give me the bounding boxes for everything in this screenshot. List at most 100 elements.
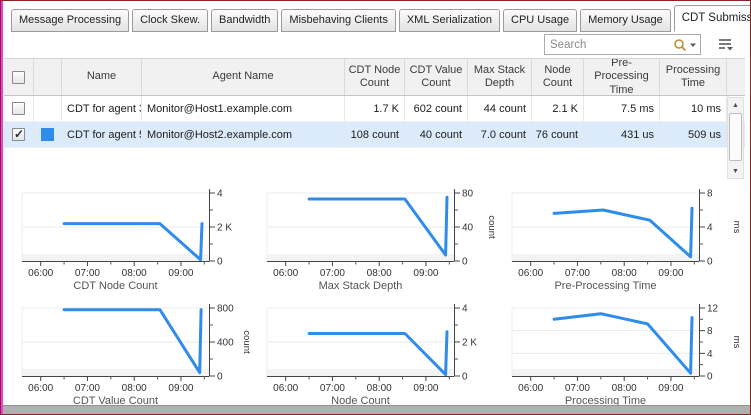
table-vertical-scrollbar[interactable]: ▲ ▼ bbox=[727, 97, 744, 179]
row-swatch-cell bbox=[34, 96, 62, 121]
svg-text:4: 4 bbox=[707, 349, 713, 360]
chart-cell-max-stack-depth: 06:00 07:00 08:00 09:00 0 40 80 count Max Stack … bbox=[254, 181, 499, 296]
cell-agent: Monitor@Host2.example.com bbox=[142, 122, 345, 147]
bottom-horizontal-scrollbar[interactable] bbox=[1, 405, 750, 414]
svg-text:07:00: 07:00 bbox=[75, 383, 100, 394]
cell-node-count: 76 count bbox=[532, 122, 584, 147]
tab-xml-serialization[interactable]: XML Serialization bbox=[398, 9, 501, 32]
svg-text:08:00: 08:00 bbox=[122, 268, 147, 279]
magnifier-icon[interactable] bbox=[673, 38, 687, 52]
row-checkbox[interactable] bbox=[12, 102, 25, 115]
chart-cell-processing-time: 06:00 07:00 08:00 09:00 0 4 8 12 ms Processing Ti… bbox=[499, 296, 744, 411]
svg-text:08:00: 08:00 bbox=[612, 383, 637, 394]
cell-pre-processing-time: 7.5 ms bbox=[584, 96, 660, 121]
chart-cdt-value-count: 06:00 07:00 08:00 09:00 0 400 800 count CDT Valu… bbox=[21, 304, 252, 407]
cell-cdt-node-count: 108 count bbox=[345, 122, 405, 147]
svg-text:06:00: 06:00 bbox=[518, 383, 543, 394]
chart-processing-time: 06:00 07:00 08:00 09:00 0 4 8 12 ms Processing Ti… bbox=[511, 304, 742, 407]
cell-max-stack-depth: 7.0 count bbox=[468, 122, 532, 147]
scroll-down-button[interactable]: ▼ bbox=[728, 164, 743, 178]
column-header-select[interactable] bbox=[4, 59, 34, 95]
svg-text:0: 0 bbox=[707, 372, 713, 383]
svg-text:08:00: 08:00 bbox=[367, 383, 392, 394]
row-select-cell bbox=[4, 122, 34, 147]
chart-max-stack-depth: 06:00 07:00 08:00 09:00 0 40 80 count Max Stack … bbox=[266, 189, 497, 292]
column-header-max-stack-depth[interactable]: Max Stack Depth bbox=[468, 59, 532, 95]
select-all-checkbox[interactable] bbox=[12, 70, 25, 84]
cell-max-stack-depth: 44 count bbox=[468, 96, 532, 121]
cell-node-count: 2.1 K bbox=[532, 96, 584, 121]
chart-title: Pre-Processing Time bbox=[554, 280, 656, 292]
svg-text:800: 800 bbox=[217, 304, 234, 315]
cdt-table: Name Agent Name CDT Node Count CDT Value Co… bbox=[4, 58, 745, 148]
cell-processing-time: 10 ms bbox=[660, 96, 727, 121]
scroll-up-button[interactable]: ▲ bbox=[728, 98, 743, 112]
table-body: CDT for agent 3 Monitor@Host1.example.com… bbox=[4, 96, 745, 148]
chart-cell-cdt-value-count: 06:00 07:00 08:00 09:00 0 400 800 count CDT Valu… bbox=[9, 296, 254, 411]
svg-text:09:00: 09:00 bbox=[168, 268, 193, 279]
row-checkbox[interactable] bbox=[12, 127, 25, 141]
tab-message-processing[interactable]: Message Processing bbox=[11, 9, 130, 32]
cell-cdt-value-count: 40 count bbox=[405, 122, 468, 147]
column-header-pre-processing-time[interactable]: Pre-Processing Time bbox=[584, 59, 660, 95]
column-header-cdt-value-count[interactable]: CDT Value Count bbox=[405, 59, 468, 95]
chart-title: Max Stack Depth bbox=[319, 280, 403, 292]
tab-cpu-usage[interactable]: CPU Usage bbox=[503, 9, 578, 32]
tab-cdt-submission[interactable]: CDT Submission bbox=[673, 5, 750, 32]
left-edge-highlight bbox=[1, 1, 3, 414]
cell-pre-processing-time: 431 us bbox=[584, 122, 660, 147]
svg-text:09:00: 09:00 bbox=[658, 268, 683, 279]
svg-text:06:00: 06:00 bbox=[273, 268, 298, 279]
chart-node-count: 06:00 07:00 08:00 09:00 0 2 K 4 Node Count bbox=[266, 304, 477, 407]
chart-pre-processing-time: 06:00 07:00 08:00 09:00 0 4 8 ms Pre-Processing … bbox=[511, 189, 742, 292]
cell-name: CDT for agent 3 bbox=[62, 96, 142, 121]
svg-text:2 K: 2 K bbox=[217, 223, 232, 234]
svg-text:06:00: 06:00 bbox=[28, 268, 53, 279]
svg-text:06:00: 06:00 bbox=[28, 383, 53, 394]
svg-text:09:00: 09:00 bbox=[168, 383, 193, 394]
column-header-swatch[interactable] bbox=[34, 59, 62, 95]
svg-text:2 K: 2 K bbox=[462, 338, 477, 349]
tab-bandwidth[interactable]: Bandwidth bbox=[211, 9, 279, 32]
y-axis-unit-label: ms bbox=[731, 221, 742, 234]
column-chooser-icon[interactable] bbox=[716, 37, 734, 52]
row-swatch-cell bbox=[34, 122, 62, 147]
column-header-stub bbox=[727, 59, 744, 95]
y-axis-unit-label: ms bbox=[731, 336, 742, 349]
svg-text:400: 400 bbox=[217, 338, 234, 349]
svg-text:0: 0 bbox=[707, 257, 713, 268]
tab-clock-skew[interactable]: Clock Skew. bbox=[132, 9, 209, 32]
column-header-name[interactable]: Name bbox=[62, 59, 142, 95]
table-row[interactable]: CDT for agent 5Monitor@Host2.example.com… bbox=[4, 122, 745, 148]
chart-cell-node-count: 06:00 07:00 08:00 09:00 0 2 K 4 Node Count bbox=[254, 296, 499, 411]
cell-agent: Monitor@Host1.example.com bbox=[142, 96, 345, 121]
column-header-cdt-node-count[interactable]: CDT Node Count bbox=[345, 59, 405, 95]
table-row[interactable]: CDT for agent 3 Monitor@Host1.example.com… bbox=[4, 96, 745, 122]
chart-cdt-node-count: 06:00 07:00 08:00 09:00 0 2 K 4 CDT Node Count bbox=[21, 189, 232, 292]
svg-text:07:00: 07:00 bbox=[75, 268, 100, 279]
cell-cdt-value-count: 602 count bbox=[405, 96, 468, 121]
svg-text:4: 4 bbox=[217, 189, 223, 200]
svg-text:0: 0 bbox=[217, 257, 223, 268]
search-icons bbox=[673, 38, 700, 52]
svg-text:06:00: 06:00 bbox=[273, 383, 298, 394]
svg-text:0: 0 bbox=[462, 257, 468, 268]
svg-text:4: 4 bbox=[462, 304, 468, 315]
column-header-agent-name[interactable]: Agent Name bbox=[142, 59, 345, 95]
caret-down-icon[interactable] bbox=[689, 41, 697, 49]
svg-text:40: 40 bbox=[462, 223, 474, 234]
svg-text:08:00: 08:00 bbox=[122, 383, 147, 394]
search-input[interactable] bbox=[545, 38, 673, 51]
tab-memory-usage[interactable]: Memory Usage bbox=[580, 9, 671, 32]
column-header-node-count[interactable]: Node Count bbox=[532, 59, 584, 95]
row-select-cell bbox=[4, 96, 34, 121]
svg-text:4: 4 bbox=[707, 223, 713, 234]
scrollbar-thumb[interactable] bbox=[729, 113, 742, 161]
table-header-row: Name Agent Name CDT Node Count CDT Value Co… bbox=[4, 58, 745, 96]
y-axis-unit-label: count bbox=[486, 215, 497, 239]
tab-bar: Message Processing Clock Skew. Bandwidth Mi… bbox=[11, 5, 750, 32]
tab-misbehaving-clients[interactable]: Misbehaving Clients bbox=[281, 9, 396, 32]
column-header-processing-time[interactable]: Processing Time bbox=[660, 59, 727, 95]
cell-name: CDT for agent 5 bbox=[62, 122, 142, 147]
